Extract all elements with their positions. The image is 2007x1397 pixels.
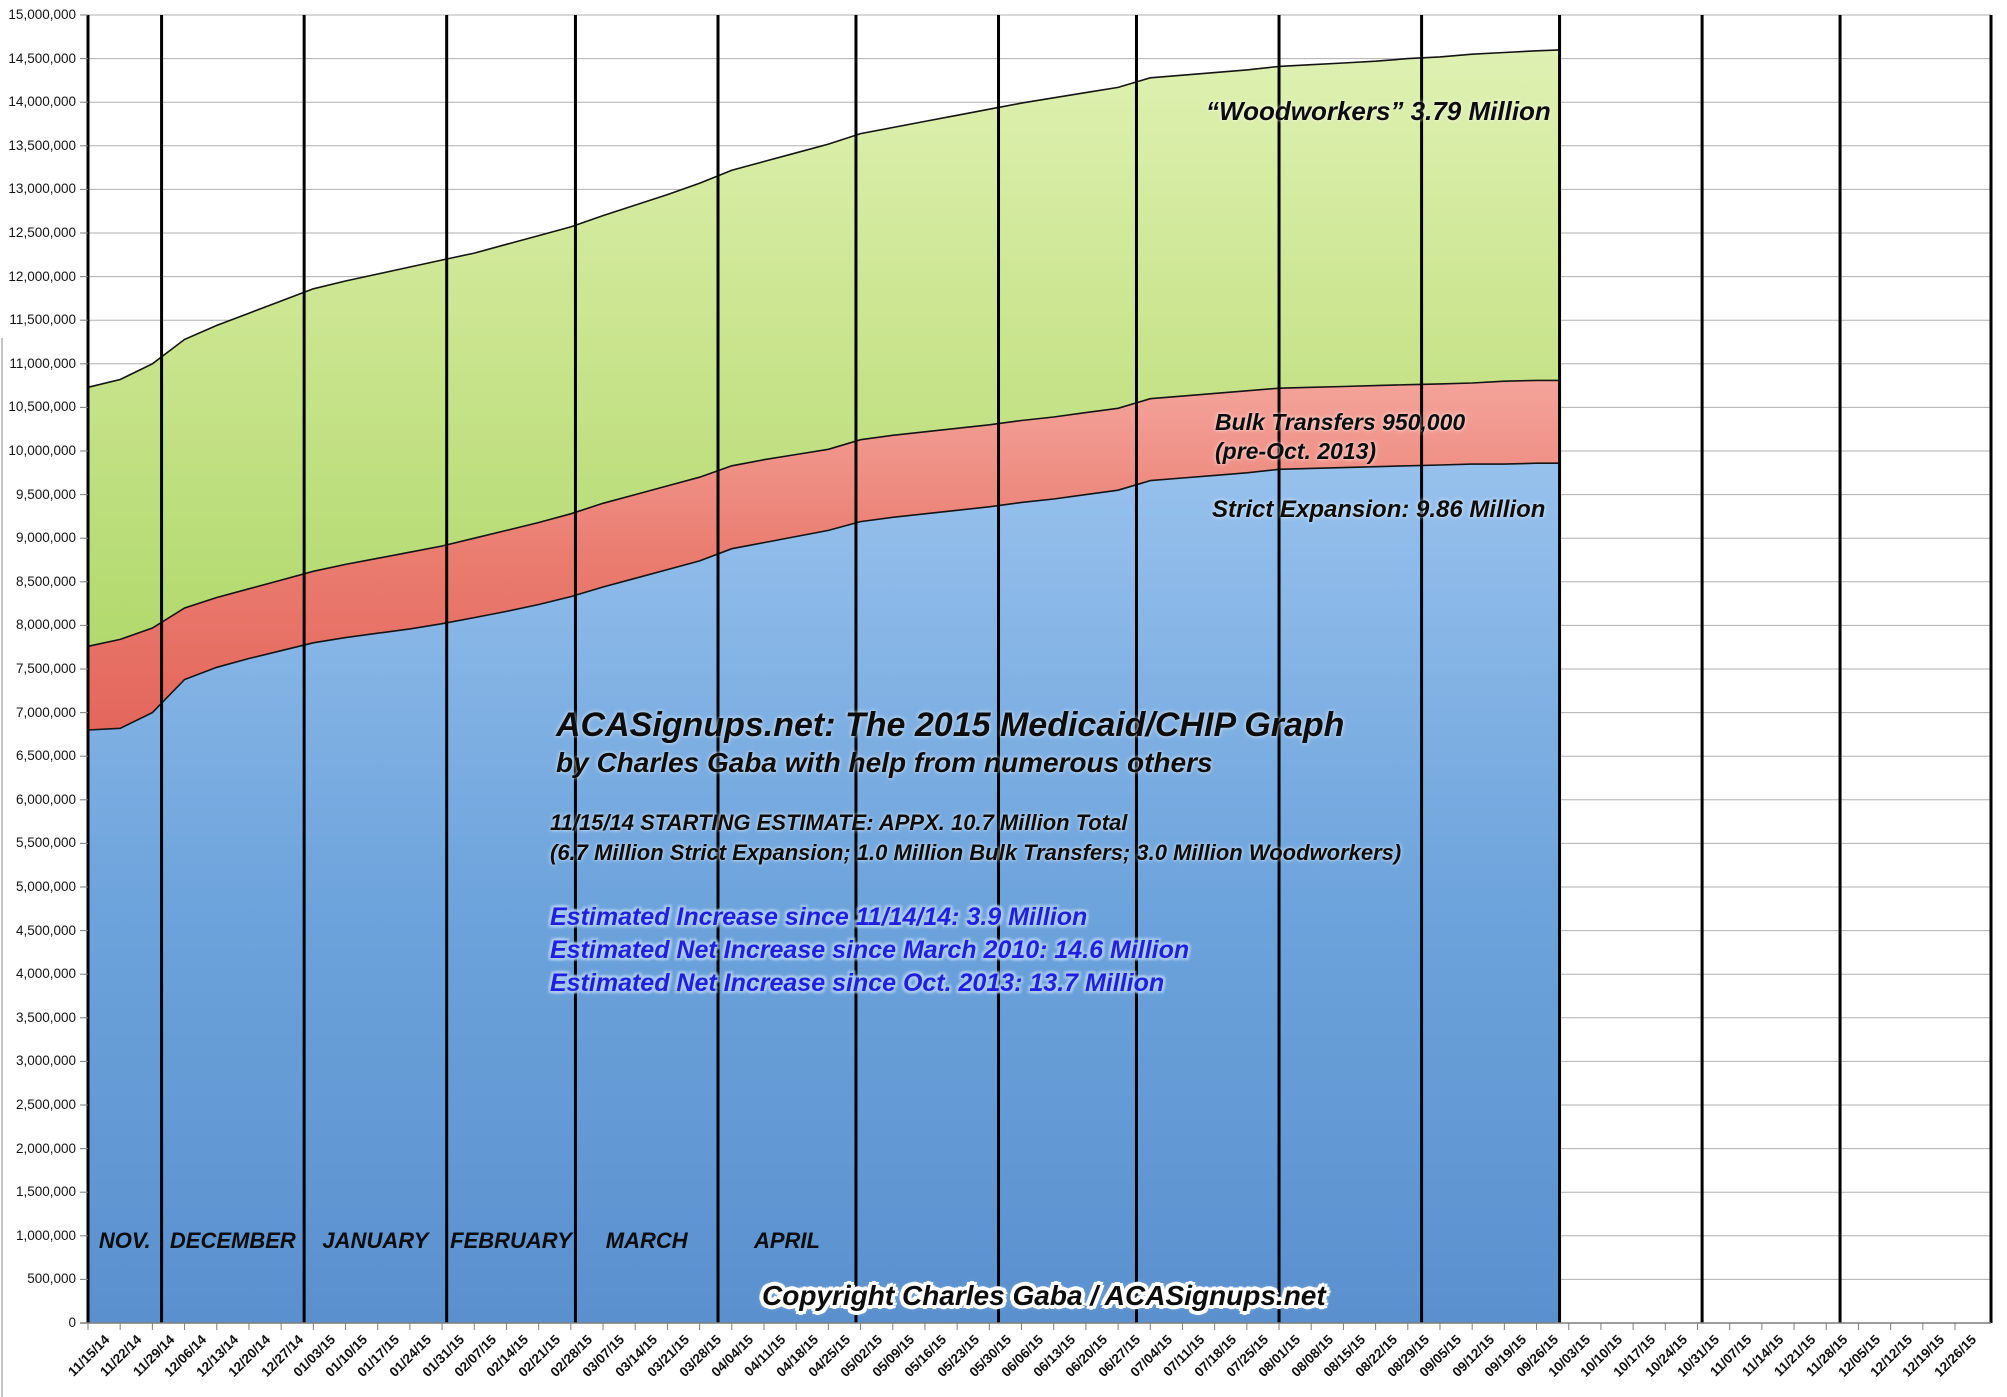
- bulk-transfers-label-line1: Bulk Transfers 950,000: [1215, 409, 1466, 435]
- woodworkers-series-label: “Woodworkers” 3.79 Million: [1206, 96, 1551, 126]
- y-axis-label: 3,500,000: [15, 1009, 76, 1025]
- y-axis-label: 500,000: [27, 1271, 76, 1287]
- y-axis-label: 8,500,000: [15, 573, 76, 589]
- month-label: MARCH: [605, 1228, 688, 1253]
- y-axis-label: 11,000,000: [9, 355, 76, 371]
- strict-expansion-area: [88, 463, 1560, 1323]
- y-axis-label: 10,000,000: [8, 443, 76, 458]
- woodworkers-area: [88, 49, 1560, 647]
- y-axis-label: 9,500,000: [15, 486, 76, 502]
- estimated-increase-line2: Estimated Net Increase since March 2010:…: [550, 936, 1190, 964]
- y-axis-label: 2,500,000: [15, 1097, 76, 1112]
- copyright-text: Copyright Charles Gaba / ACASignups.net: [762, 1280, 1326, 1311]
- y-axis-label: 13,500,000: [8, 137, 76, 153]
- bulk-transfers-series-label: Bulk Transfers 950,000 (pre-Oct. 2013): [1215, 408, 1465, 466]
- bulk-transfers-boundary-line: [87, 379, 1560, 648]
- y-axis-label: 1,000,000: [15, 1227, 76, 1243]
- y-axis-label: 2,000,000: [15, 1140, 76, 1156]
- y-axis-label: 13,000,000: [8, 181, 76, 197]
- y-axis-label: 0: [68, 1315, 76, 1330]
- chart-frame-left-edge: [1, 338, 3, 1397]
- estimated-increase-line3: Estimated Net Increase since Oct. 2013: …: [550, 969, 1165, 997]
- chart-subtitle: by Charles Gaba with help from numerous …: [556, 747, 1213, 778]
- month-label: JANUARY: [322, 1228, 429, 1253]
- y-axis-label: 8,000,000: [15, 617, 76, 633]
- y-axis-label: 12,500,000: [8, 225, 76, 240]
- y-axis-label: 11,500,000: [9, 312, 76, 328]
- y-axis-label: 10,500,000: [8, 399, 76, 415]
- y-axis-label: 6,500,000: [15, 748, 76, 764]
- y-axis-label: 14,000,000: [8, 94, 76, 110]
- y-axis-label: 4,500,000: [15, 922, 76, 938]
- starting-estimate-line1: 11/15/14 STARTING ESTIMATE: APPX. 10.7 M…: [550, 810, 1128, 835]
- y-axis-label: 7,000,000: [15, 704, 76, 720]
- month-label: DECEMBER: [169, 1228, 296, 1253]
- y-axis-label: 7,500,000: [15, 661, 76, 676]
- y-axis-label: 14,500,000: [8, 50, 76, 66]
- y-axis-label: 12,000,000: [8, 268, 76, 284]
- total-boundary-line: [87, 49, 1560, 389]
- month-label: FEBRUARY: [450, 1228, 572, 1253]
- y-axis-label: 4,000,000: [15, 966, 76, 982]
- y-axis-label: 5,000,000: [15, 879, 76, 894]
- chart-title: ACASignups.net: The 2015 Medicaid/CHIP G…: [556, 706, 1345, 744]
- strict-expansion-boundary-line: [87, 462, 1560, 731]
- estimated-increase-block: Estimated Increase since 11/14/14: 3.9 M…: [550, 901, 1189, 1000]
- y-axis-label: 5,500,000: [15, 835, 76, 851]
- bulk-transfers-label-line2: (pre-Oct. 2013): [1215, 438, 1377, 464]
- month-label: APRIL: [753, 1228, 820, 1253]
- y-axis-label: 15,000,000: [8, 7, 76, 22]
- y-axis-label: 1,500,000: [15, 1184, 76, 1200]
- starting-estimate-line2: (6.7 Million Strict Expansion; 1.0 Milli…: [550, 840, 1402, 865]
- y-axis-label: 6,000,000: [15, 791, 76, 807]
- strict-expansion-series-label: Strict Expansion: 9.86 Million: [1212, 496, 1546, 523]
- month-label: NOV.: [98, 1228, 151, 1253]
- y-axis-label: 3,000,000: [15, 1053, 76, 1069]
- estimated-increase-line1: Estimated Increase since 11/14/14: 3.9 M…: [550, 903, 1088, 931]
- bulk-transfers-area: [88, 380, 1560, 730]
- y-axis-label: 9,000,000: [15, 530, 76, 546]
